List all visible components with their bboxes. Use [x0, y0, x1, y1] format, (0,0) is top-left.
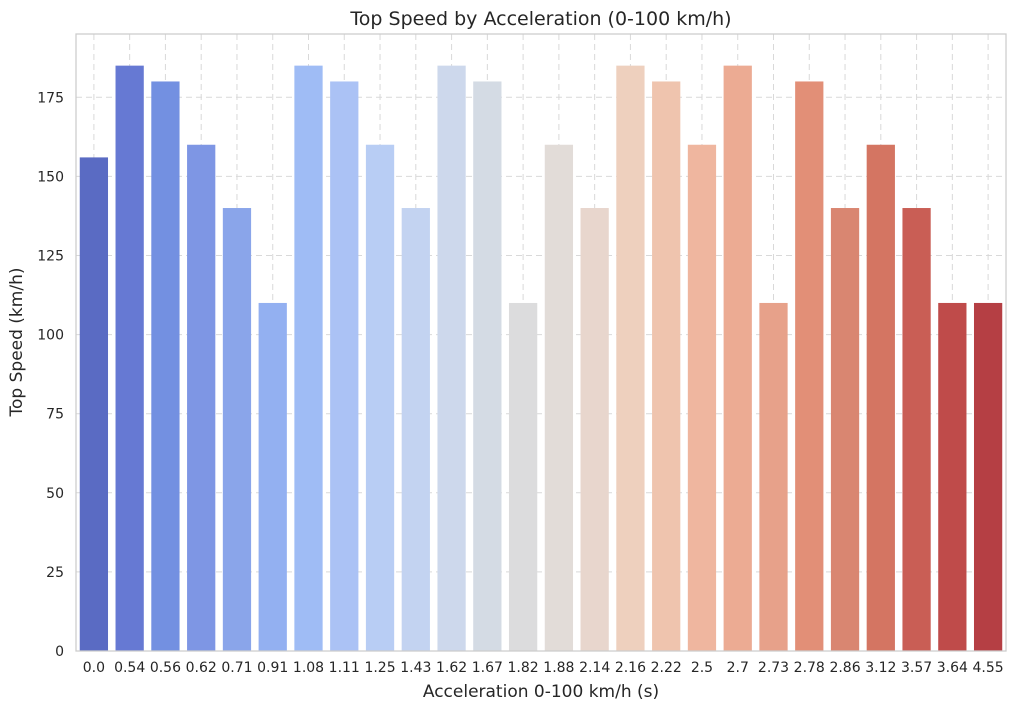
bar-2.14	[580, 208, 609, 651]
x-tick-label: 2.7	[727, 660, 749, 676]
x-tick-label: 0.62	[186, 660, 217, 676]
y-tick-label: 125	[37, 248, 64, 264]
bars	[79, 65, 1003, 651]
bar-1.08	[294, 65, 323, 651]
bar-1.82	[508, 302, 538, 651]
y-axis-label: Top Speed (km/h)	[7, 268, 27, 418]
bar-2.73	[759, 302, 788, 651]
x-tick-label: 1.67	[472, 660, 503, 676]
grid-lines	[76, 34, 1006, 652]
x-tick-label: 2.14	[579, 660, 610, 676]
bar-2.22	[652, 81, 681, 651]
bar-1.25	[365, 144, 395, 651]
x-tick-label: 0.54	[114, 660, 145, 676]
x-tick-label: 2.22	[651, 660, 682, 676]
bar-1.11	[330, 81, 359, 651]
x-tick-label: 2.78	[794, 660, 825, 676]
bar-2.7	[723, 65, 752, 651]
bar-1.62	[437, 65, 466, 651]
bar-0.54	[115, 65, 144, 651]
x-tick-label: 3.57	[901, 660, 932, 676]
x-tick-label: 2.16	[615, 660, 646, 676]
x-tick-label: 0.91	[257, 660, 288, 676]
bar-2.16	[616, 65, 645, 651]
bar-3.57	[902, 208, 931, 651]
bar-0.0	[79, 157, 109, 651]
x-tick-label: 2.5	[691, 660, 713, 676]
x-axis-label: Acceleration 0-100 km/h (s)	[423, 682, 659, 702]
bar-2.78	[795, 81, 824, 651]
y-tick-label: 25	[46, 565, 64, 581]
y-tick-label: 50	[46, 486, 64, 502]
x-tick-label: 3.12	[865, 660, 896, 676]
plot-frame	[75, 33, 1007, 652]
bar-2.86	[830, 208, 860, 651]
x-tick-label: 2.73	[758, 660, 789, 676]
bar-3.64	[938, 302, 967, 651]
x-tick-label: 1.25	[364, 660, 395, 676]
x-tick-label: 4.55	[973, 660, 1004, 676]
x-tick-label: 2.86	[829, 660, 860, 676]
bar-0.91	[258, 302, 287, 651]
x-tick-label: 1.62	[436, 660, 467, 676]
bar-1.88	[544, 144, 574, 651]
x-tick-label: 1.11	[329, 660, 360, 676]
y-tick-label: 175	[37, 90, 64, 106]
x-tick-label: 0.56	[150, 660, 181, 676]
x-tick-label: 1.08	[293, 660, 324, 676]
y-axis-ticks: 0 25 50 75 100 125 150 175	[37, 90, 64, 660]
x-tick-label: 0.71	[221, 660, 252, 676]
bar-1.43	[401, 208, 430, 651]
y-tick-label: 75	[46, 407, 64, 423]
bar-0.71	[222, 208, 252, 651]
bar-3.12	[866, 144, 895, 651]
bar-2.5	[687, 144, 717, 651]
bar-4.55	[973, 302, 1003, 651]
x-tick-label: 3.64	[937, 660, 968, 676]
x-axis-ticks: 0.0 0.54 0.56 0.62 0.71 0.91 1.08 1.11 1.25 1.43 1…	[83, 660, 1004, 676]
bar-0.56	[151, 81, 180, 651]
x-tick-label: 1.43	[400, 660, 431, 676]
chart-title: Top Speed by Acceleration (0-100 km/h)	[349, 8, 731, 30]
y-tick-label: 0	[55, 644, 64, 660]
y-tick-label: 150	[37, 169, 64, 185]
x-tick-label: 0.0	[83, 660, 105, 676]
x-tick-label: 1.82	[508, 660, 539, 676]
bar-0.62	[187, 144, 216, 651]
y-tick-label: 100	[37, 328, 64, 344]
bar-1.67	[473, 81, 502, 651]
x-tick-label: 1.88	[543, 660, 574, 676]
